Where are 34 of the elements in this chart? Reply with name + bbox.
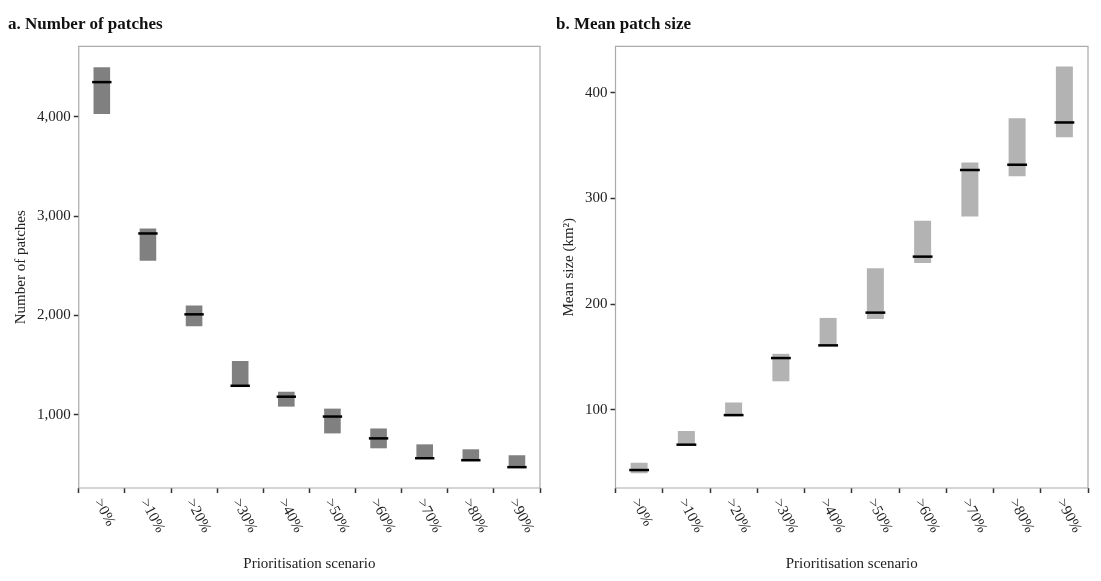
x-tick-label: >40% [818, 495, 850, 536]
y-tick-label: 1,000 [37, 405, 71, 422]
y-tick-label: 3,000 [37, 207, 71, 224]
y-tick-label: 100 [585, 400, 608, 417]
x-tick-label: >50% [865, 495, 897, 536]
x-tick-label: >60% [368, 495, 400, 536]
x-axis-title: Prioritisation scenario [243, 554, 376, 571]
x-tick-label: >40% [276, 495, 308, 536]
x-tick-label: >30% [230, 495, 262, 536]
x-tick-label: >70% [414, 495, 446, 536]
x-tick-label: >50% [322, 495, 354, 536]
x-tick-label: >10% [676, 495, 708, 536]
y-tick-label: 300 [585, 189, 608, 206]
x-tick-label: >0% [629, 495, 657, 529]
chart-title: a. Number of patches [8, 13, 163, 33]
x-tick-label: >30% [770, 495, 802, 536]
y-tick-label: 4,000 [37, 107, 71, 124]
y-axis-title: Mean size (km²) [559, 217, 577, 317]
x-axis-title: Prioritisation scenario [785, 554, 918, 571]
x-tick-label: >10% [137, 495, 169, 536]
x-tick-label: >90% [1054, 495, 1086, 536]
x-tick-label: >20% [723, 495, 755, 536]
x-tick-label: >80% [460, 495, 492, 536]
x-tick-label: >0% [91, 495, 120, 529]
x-tick-label: >60% [912, 495, 944, 536]
y-tick-label: 2,000 [37, 306, 71, 323]
y-tick-label: 400 [585, 83, 608, 100]
x-tick-label: >20% [183, 495, 215, 536]
x-tick-label: >70% [959, 495, 991, 536]
x-tick-label: >80% [1007, 495, 1039, 536]
y-tick-label: 200 [585, 295, 608, 312]
x-tick-label: >90% [506, 495, 538, 536]
y-axis-title: Number of patches [11, 209, 28, 325]
chart-title: b. Mean patch size [556, 13, 692, 33]
